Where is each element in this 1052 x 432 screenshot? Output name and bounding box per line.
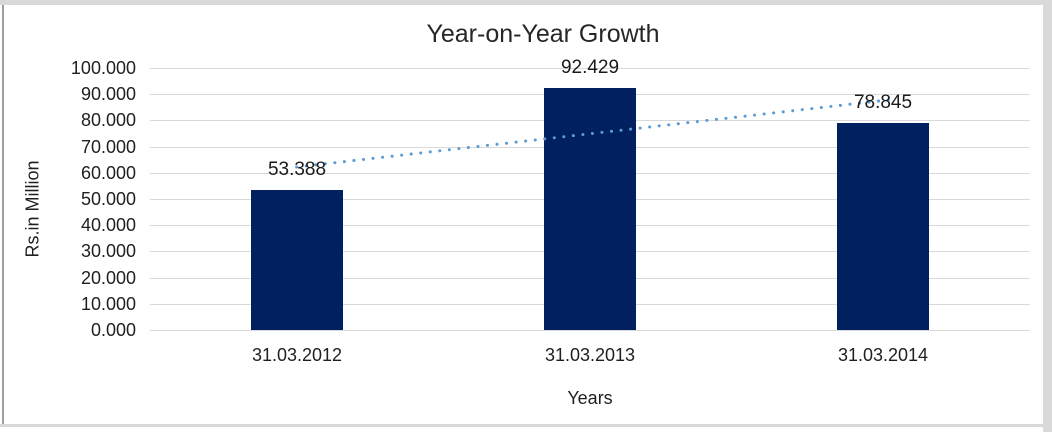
y-tick-label: 80.000	[80, 110, 136, 130]
y-tick-label: 30.000	[80, 241, 136, 261]
bar-value-label: 78.845	[853, 92, 913, 113]
y-tick-label: 70.000	[80, 137, 136, 157]
window-frame-bottom	[0, 424, 1043, 427]
window-frame-right	[1043, 0, 1052, 432]
y-tick-label: 10.000	[80, 294, 136, 314]
bar	[544, 88, 636, 330]
window-frame-left	[2, 5, 4, 424]
gridline	[150, 68, 1030, 69]
chart-title: Year-on-Year Growth	[426, 20, 660, 48]
x-category-label: 31.03.2013	[544, 345, 636, 365]
y-tick-label: 40.000	[80, 215, 136, 235]
bar	[251, 190, 343, 330]
x-category-label: 31.03.2012	[251, 345, 343, 365]
x-category-label: 31.03.2014	[837, 345, 929, 365]
y-tick-label: 90.000	[80, 84, 136, 104]
bar-value-label: 92.429	[560, 57, 620, 78]
window-frame-top	[0, 0, 1052, 5]
y-tick-label: 50.000	[80, 189, 136, 209]
x-axis-title: Years	[567, 388, 613, 408]
y-tick-label: 60.000	[80, 163, 136, 183]
y-tick-label: 100.000	[70, 58, 136, 78]
gridline	[150, 330, 1030, 331]
bar	[837, 123, 929, 330]
y-tick-label: 20.000	[80, 268, 136, 288]
bar-value-label: 53.388	[267, 159, 327, 180]
y-tick-label: 0.000	[90, 320, 136, 340]
